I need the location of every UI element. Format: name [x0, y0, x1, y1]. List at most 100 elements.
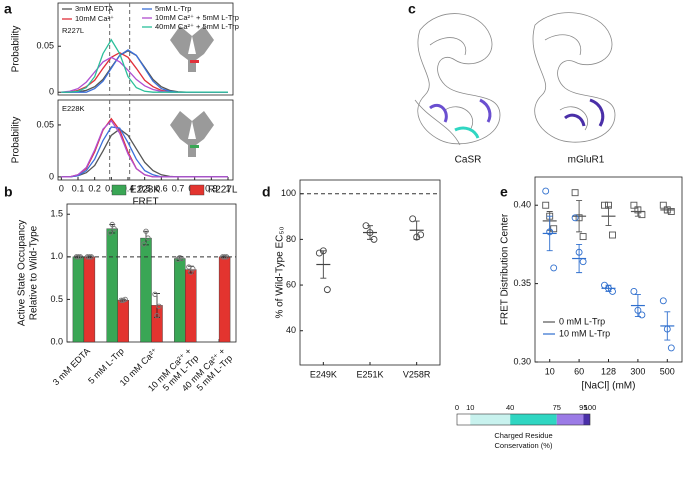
data-point	[122, 296, 128, 303]
y-axis-label: Probability	[11, 117, 22, 164]
data-point	[550, 264, 558, 272]
colorbar-segment	[583, 414, 590, 425]
x-tick-label: 0.9	[205, 183, 218, 193]
error-bar	[664, 311, 671, 341]
x-axis-label: [NaCl] (mM)	[582, 381, 636, 392]
plot-frame	[299, 179, 441, 366]
legend-label: 5mM L-Trp	[155, 4, 191, 13]
y-tick-label: 60	[286, 279, 296, 289]
y-tick-label: 0.05	[36, 41, 54, 51]
x-tick-label: 10	[545, 366, 555, 376]
colorbar-tick-label: 100	[584, 403, 597, 412]
panel-label: c	[408, 1, 416, 17]
bar	[174, 258, 186, 343]
data-point	[542, 201, 550, 209]
data-point	[417, 231, 425, 239]
ribbon-highlight	[589, 98, 605, 127]
colorbar-segment	[556, 414, 584, 425]
x-tick-label: 1	[225, 183, 230, 193]
data-point	[409, 215, 417, 223]
data-point	[156, 303, 162, 309]
colorbar-outline	[456, 413, 591, 426]
y-tick-label: 40	[286, 325, 296, 335]
x-axis-label: FRET	[132, 197, 158, 208]
y-tick-label: 100	[281, 188, 296, 198]
y-tick-label: 0.5	[50, 294, 63, 304]
legend-label: R227L	[208, 185, 238, 196]
y-axis-label: FRET Distribution Center	[500, 213, 511, 325]
error-bar	[605, 206, 612, 227]
x-tick-label: 0.4	[122, 183, 135, 193]
panel-label: a	[4, 1, 12, 17]
data-point	[143, 228, 149, 234]
data-point	[190, 266, 196, 272]
error-bar	[664, 206, 671, 214]
data-point	[323, 286, 331, 294]
y-axis-label: Active State Occupancy	[17, 220, 28, 326]
structure-label: CaSR	[455, 155, 482, 166]
data-point	[579, 233, 587, 241]
legend-label: 3mM EDTA	[75, 4, 113, 13]
data-point	[659, 201, 667, 209]
x-tick-label: 0.6	[155, 183, 168, 193]
error-bar	[634, 294, 641, 317]
structure-casr	[414, 13, 501, 146]
structure-label: mGluR1	[568, 155, 605, 166]
fret-curve	[61, 38, 228, 93]
legend-label: 10mM Ca²⁺	[75, 14, 114, 23]
bar	[117, 300, 129, 343]
colorbar-tick-label: 95	[579, 403, 587, 412]
bar	[72, 256, 85, 343]
panel-label: e	[500, 184, 508, 200]
data-point	[141, 241, 147, 247]
y-tick-label: 1.5	[50, 209, 63, 219]
data-point	[107, 230, 113, 236]
data-point	[609, 231, 616, 239]
data-point	[154, 312, 160, 319]
x-tick-label: V258R	[403, 369, 431, 379]
y-tick-label: 0.05	[36, 119, 54, 129]
x-tick-label: 0.2	[88, 183, 101, 193]
mutation-site	[190, 60, 199, 63]
mutation-site	[190, 145, 199, 148]
panel-label: d	[262, 184, 271, 200]
colorbar-segment	[457, 414, 471, 425]
data-point	[109, 221, 115, 228]
bar	[185, 269, 197, 343]
y-tick-label: 0.0	[50, 336, 63, 346]
y-axis-label: Relative to Wild-Type	[29, 225, 40, 320]
panel-label: b	[4, 184, 13, 200]
colorbar-segment	[510, 414, 557, 425]
data-point	[667, 208, 675, 215]
y-axis-label: Probability	[11, 26, 22, 73]
data-point	[152, 291, 158, 297]
data-point	[638, 311, 646, 319]
data-point	[111, 226, 117, 232]
legend-label: 10mM Ca²⁺ + 5mM L-Trp	[155, 13, 239, 22]
error-bar	[576, 200, 583, 233]
data-point	[659, 297, 667, 305]
error-bar	[320, 250, 327, 279]
x-tick-label: E249K	[310, 369, 337, 379]
y-tick-label: 0	[49, 171, 54, 181]
bar	[106, 228, 118, 343]
error-bar	[605, 284, 612, 292]
colorbar-label: Conservation (%)	[495, 441, 553, 450]
legend-swatch	[111, 184, 127, 196]
y-tick-label: 80	[286, 234, 296, 244]
x-tick-label: 128	[601, 366, 616, 376]
x-tick-label: E251K	[356, 369, 383, 379]
ribbon	[417, 13, 501, 145]
x-tick-label: 0.5	[138, 183, 151, 193]
receptor-inset	[170, 111, 214, 157]
bar	[140, 237, 152, 343]
plot-frame	[57, 2, 234, 96]
y-tick-label: 0.40	[513, 200, 531, 210]
plot-frame	[57, 99, 234, 181]
data-point	[630, 287, 638, 295]
colorbar-tick-label: 75	[553, 403, 561, 412]
colorbar-segment	[470, 414, 511, 425]
data-point	[542, 187, 550, 195]
